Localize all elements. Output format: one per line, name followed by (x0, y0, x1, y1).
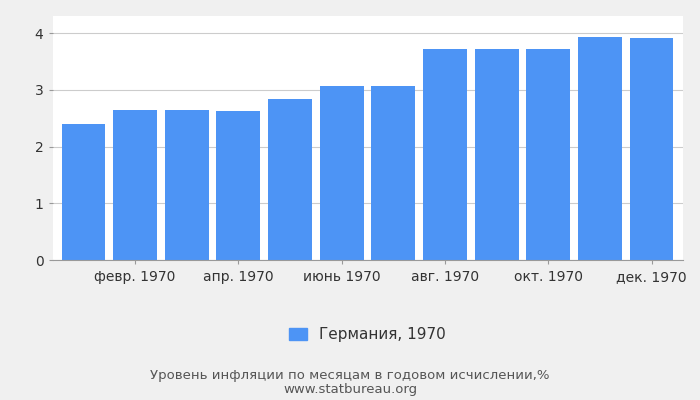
Bar (526, 49, 570, 260)
Text: www.statbureau.org: www.statbureau.org (283, 384, 417, 396)
Bar (372, 86, 415, 260)
Bar (578, 37, 622, 260)
Bar (113, 110, 157, 260)
Bar (423, 49, 467, 260)
Bar (475, 49, 519, 260)
Bar (216, 111, 260, 260)
Bar (320, 86, 363, 260)
Bar (268, 100, 312, 260)
Legend: Германия, 1970: Германия, 1970 (283, 321, 452, 348)
Bar (629, 38, 673, 260)
Bar (62, 124, 106, 260)
Bar (164, 110, 209, 260)
Text: Уровень инфляции по месяцам в годовом исчислении,%: Уровень инфляции по месяцам в годовом ис… (150, 370, 550, 382)
